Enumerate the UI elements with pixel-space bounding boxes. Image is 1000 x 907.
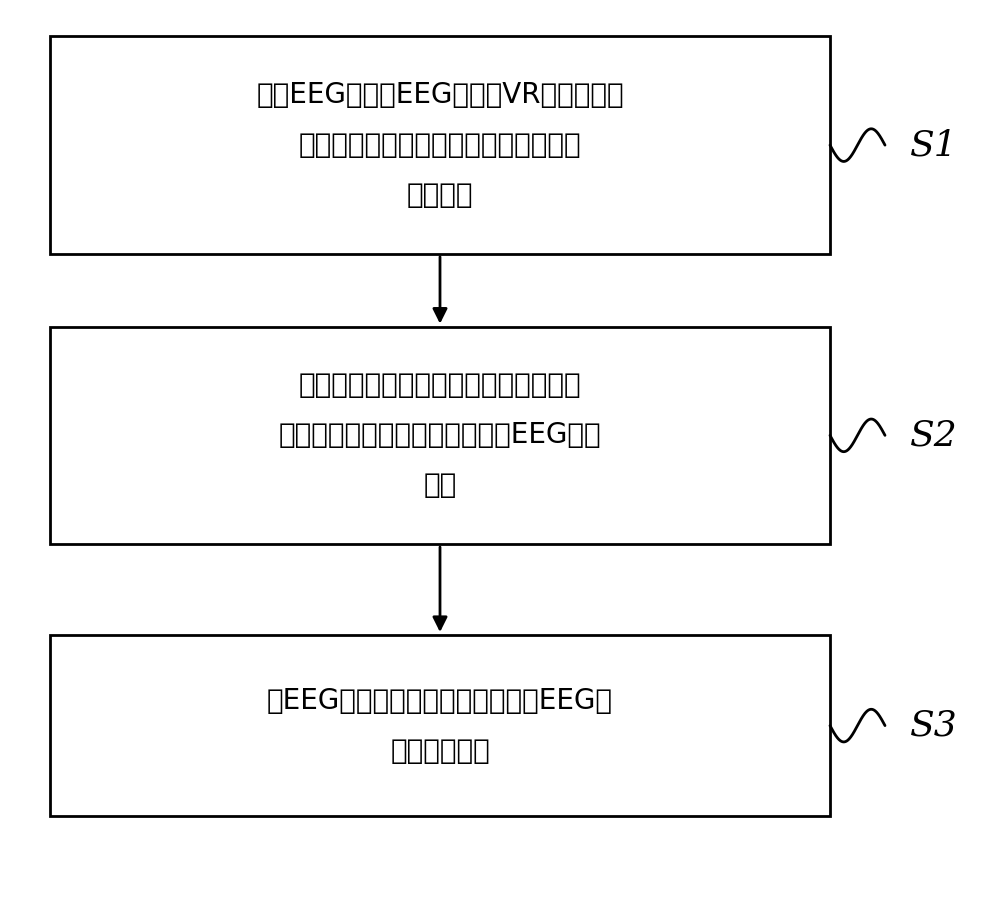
Text: 对感官信号进行特征提取与分类识别处: 对感官信号进行特征提取与分类识别处 <box>299 372 581 399</box>
Text: 理，分别获得与感官信号对应的EEG分类: 理，分别获得与感官信号对应的EEG分类 <box>279 422 601 449</box>
Text: 号的识别结果: 号的识别结果 <box>390 736 490 765</box>
Text: 感官信号: 感官信号 <box>407 181 473 209</box>
Text: 将EEG分类信息进行组合，以获得EEG信: 将EEG分类信息进行组合，以获得EEG信 <box>267 687 613 715</box>
Text: 获取EEG信号，EEG信号由VR场景触发并: 获取EEG信号，EEG信号由VR场景触发并 <box>256 82 624 109</box>
Bar <box>50 36 830 254</box>
Text: 且包括与不同感官模态分别对应的多个: 且包括与不同感官模态分别对应的多个 <box>299 132 581 159</box>
Text: S1: S1 <box>910 128 958 162</box>
Text: S2: S2 <box>910 418 958 453</box>
Text: 信息: 信息 <box>423 472 457 499</box>
Text: S3: S3 <box>910 708 958 743</box>
Bar <box>50 635 830 816</box>
Bar <box>50 327 830 544</box>
